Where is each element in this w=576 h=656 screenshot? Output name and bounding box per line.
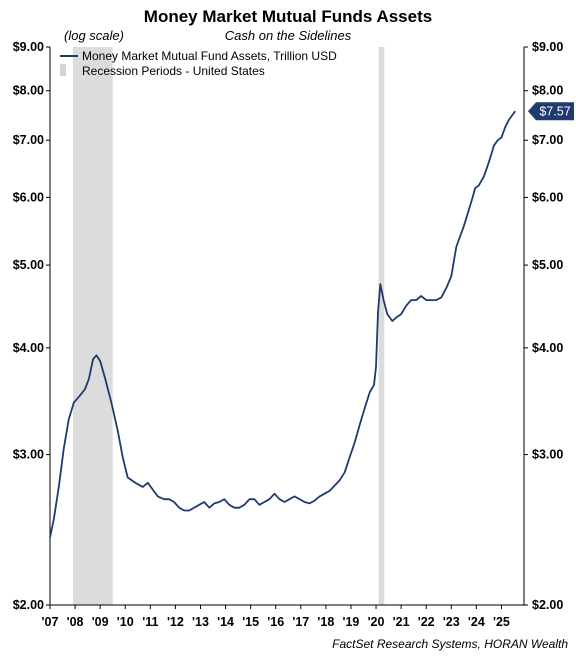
y-axis-right-ticks: $2.00 $3.00 $4.00 $5.00 $6.00 $7.00 $8.00 $9.00 <box>524 40 563 612</box>
y-tick-label-right: $3.00 <box>532 448 563 462</box>
y-tick-label-right: $8.00 <box>532 84 563 98</box>
y-tick-label-left: $7.00 <box>13 133 44 147</box>
legend-label-recession: Recession Periods - United States <box>82 64 265 78</box>
x-tick-label: '13 <box>192 615 209 629</box>
y-axis-left-ticks: $2.00 $3.00 $4.00 $5.00 $6.00 $7.00 $8.00 $9.00 <box>13 40 50 612</box>
recession-bands <box>73 47 385 605</box>
y-tick-label-right: $5.00 <box>532 258 563 272</box>
y-tick-label-right: $9.00 <box>532 40 563 54</box>
chart-subtitle: Cash on the Sidelines <box>225 28 352 43</box>
y-tick-label-left: $5.00 <box>13 258 44 272</box>
source-note: FactSet Research Systems, HORAN Wealth <box>332 637 568 651</box>
callout-shape <box>528 102 574 121</box>
x-tick-label: '21 <box>393 615 410 629</box>
y-tick-label-right: $7.00 <box>532 133 563 147</box>
series-lines <box>49 110 516 538</box>
x-tick-label: '19 <box>343 615 360 629</box>
x-tick-label: '22 <box>418 615 435 629</box>
y-tick-label-right: $2.00 <box>532 598 563 612</box>
x-tick-label: '17 <box>292 615 309 629</box>
x-tick-label: '12 <box>167 615 184 629</box>
series-line-1 <box>49 110 516 538</box>
y-tick-label-left: $4.00 <box>13 341 44 355</box>
y-tick-label-left: $6.00 <box>13 190 44 204</box>
chart-title: Money Market Mutual Funds Assets <box>144 7 432 26</box>
x-tick-label: '16 <box>267 615 284 629</box>
x-tick-label: '24 <box>468 615 485 629</box>
y-tick-label-right: $6.00 <box>532 190 563 204</box>
x-tick-label: '18 <box>317 615 334 629</box>
y-tick-label-left: $2.00 <box>13 598 44 612</box>
x-tick-label: '07 <box>42 615 59 629</box>
x-tick-label: '20 <box>368 615 385 629</box>
last-value-callout: $7.57 <box>528 102 574 121</box>
y-tick-label-left: $8.00 <box>13 84 44 98</box>
x-tick-label: '14 <box>217 615 234 629</box>
y-tick-label-left: $9.00 <box>13 40 44 54</box>
x-tick-label: '23 <box>443 615 460 629</box>
y-tick-label-right: $4.00 <box>532 341 563 355</box>
scale-note: (log scale) <box>64 28 124 43</box>
x-tick-label: '10 <box>117 615 134 629</box>
axes <box>49 47 525 606</box>
x-tick-label: '08 <box>67 615 84 629</box>
x-tick-label: '25 <box>493 615 510 629</box>
x-tick-label: '09 <box>92 615 109 629</box>
x-tick-label: '15 <box>242 615 259 629</box>
recession-band-1 <box>73 47 113 605</box>
legend: Money Market Mutual Fund Assets, Trillio… <box>60 49 337 78</box>
x-axis-ticks: '07 '08 '09 '10 '11 '12 '13 '14 '15 '16 '17 '18 '19 '… <box>42 605 510 629</box>
x-tick-label: '11 <box>142 615 158 629</box>
legend-label-series: Money Market Mutual Fund Assets, Trillio… <box>82 49 337 63</box>
last-value-label: $7.57 <box>539 105 570 119</box>
legend-band-swatch <box>60 64 66 76</box>
recession-band-2 <box>378 47 385 605</box>
y-tick-label-left: $3.00 <box>13 448 44 462</box>
